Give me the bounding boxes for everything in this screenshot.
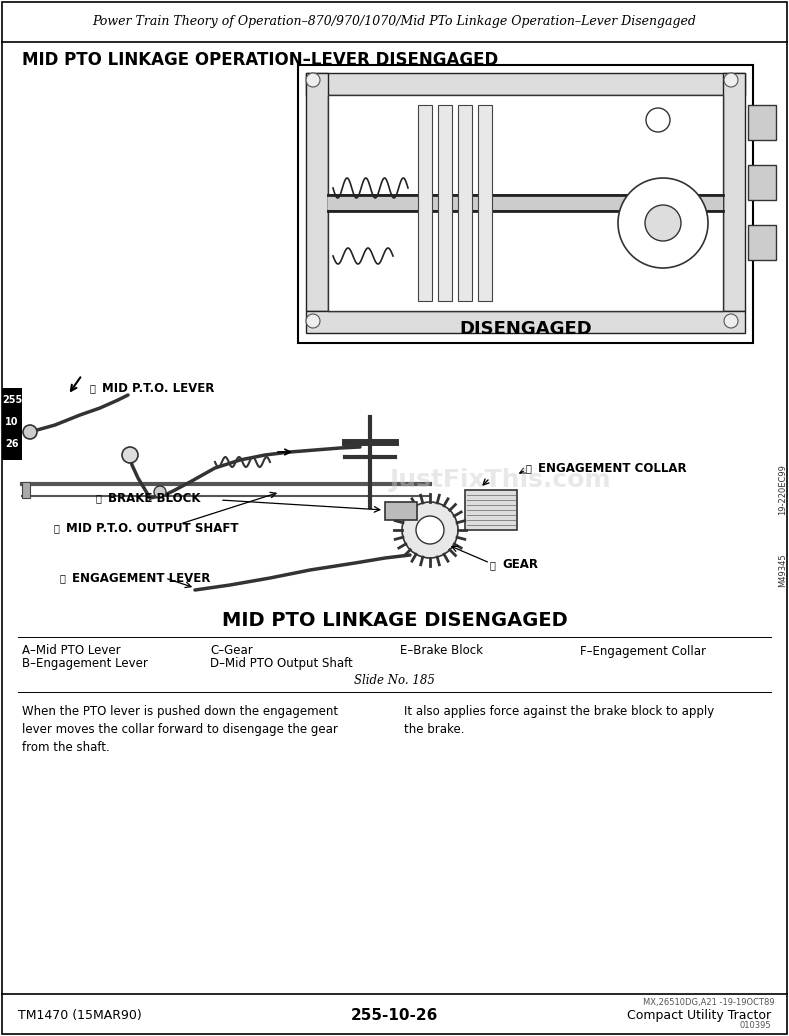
Text: M49345: M49345 — [779, 553, 787, 586]
Bar — [306, 311, 745, 333]
Text: C–Gear: C–Gear — [210, 644, 252, 658]
Bar — [306, 73, 745, 95]
Text: F–Engagement Collar: F–Engagement Collar — [580, 644, 706, 658]
Circle shape — [724, 73, 738, 87]
Text: Ⓐ: Ⓐ — [90, 383, 96, 393]
Bar — [478, 105, 492, 301]
Text: 19-220EC99: 19-220EC99 — [779, 464, 787, 516]
Circle shape — [402, 502, 458, 558]
Text: BRAKE BLOCK: BRAKE BLOCK — [108, 491, 200, 505]
Text: A–Mid PTO Lever: A–Mid PTO Lever — [22, 644, 121, 658]
Circle shape — [122, 447, 138, 463]
Circle shape — [23, 425, 37, 439]
Text: E–Brake Block: E–Brake Block — [400, 644, 483, 658]
Text: 26: 26 — [6, 439, 19, 449]
Bar — [465, 490, 517, 530]
Text: Slide No. 185: Slide No. 185 — [354, 673, 435, 687]
Text: B–Engagement Lever: B–Engagement Lever — [22, 658, 148, 670]
Circle shape — [724, 314, 738, 328]
Text: MID PTO LINKAGE DISENGAGED: MID PTO LINKAGE DISENGAGED — [222, 610, 567, 630]
Bar — [438, 105, 452, 301]
Bar — [385, 502, 417, 520]
Text: When the PTO lever is pushed down the engagement
lever moves the collar forward : When the PTO lever is pushed down the en… — [22, 706, 338, 754]
Text: D–Mid PTO Output Shaft: D–Mid PTO Output Shaft — [210, 658, 353, 670]
Text: ENGAGEMENT COLLAR: ENGAGEMENT COLLAR — [538, 461, 686, 474]
Text: ⓓ: ⓓ — [54, 523, 60, 533]
Text: MID PTO LINKAGE OPERATION–LEVER DISENGAGED: MID PTO LINKAGE OPERATION–LEVER DISENGAG… — [22, 51, 498, 69]
Text: Ⓒ: Ⓒ — [490, 560, 495, 570]
Text: ENGAGEMENT LEVER: ENGAGEMENT LEVER — [72, 572, 211, 584]
Text: GEAR: GEAR — [502, 558, 538, 572]
Text: 255: 255 — [2, 395, 22, 405]
Circle shape — [618, 178, 708, 268]
Circle shape — [646, 108, 670, 132]
Text: Ⓑ: Ⓑ — [60, 573, 65, 583]
Bar — [328, 95, 723, 311]
Text: Ⓕ: Ⓕ — [526, 463, 532, 473]
Bar — [2, 388, 22, 460]
Circle shape — [154, 486, 166, 498]
Text: MID P.T.O. OUTPUT SHAFT: MID P.T.O. OUTPUT SHAFT — [66, 521, 238, 535]
Circle shape — [306, 73, 320, 87]
Text: MX,26510DG,A21 -19-19OCT89: MX,26510DG,A21 -19-19OCT89 — [643, 998, 775, 1007]
Text: 10: 10 — [6, 418, 19, 427]
Bar — [298, 65, 753, 343]
Bar — [748, 105, 776, 140]
Bar — [723, 73, 745, 311]
Circle shape — [416, 516, 444, 544]
Text: Compact Utility Tractor: Compact Utility Tractor — [627, 1009, 771, 1023]
Text: Power Train Theory of Operation–870/970/1070/Mid PTo Linkage Operation–Lever Dis: Power Train Theory of Operation–870/970/… — [92, 15, 697, 28]
Bar — [328, 195, 723, 211]
Text: 010395: 010395 — [739, 1021, 771, 1031]
Text: MID P.T.O. LEVER: MID P.T.O. LEVER — [102, 381, 215, 395]
Circle shape — [645, 205, 681, 241]
Circle shape — [306, 314, 320, 328]
Bar — [306, 73, 328, 311]
Bar — [458, 105, 472, 301]
Text: It also applies force against the brake block to apply
the brake.: It also applies force against the brake … — [405, 706, 715, 736]
Text: TM1470 (15MAR90): TM1470 (15MAR90) — [18, 1009, 142, 1023]
Text: 255-10-26: 255-10-26 — [351, 1008, 438, 1024]
Bar — [748, 225, 776, 260]
Text: DISENGAGED: DISENGAGED — [459, 320, 592, 338]
Bar — [418, 105, 432, 301]
Bar — [748, 165, 776, 200]
Text: JustFixThis.com: JustFixThis.com — [389, 468, 611, 492]
Bar — [22, 482, 30, 498]
Text: Ⓔ: Ⓔ — [96, 493, 102, 503]
